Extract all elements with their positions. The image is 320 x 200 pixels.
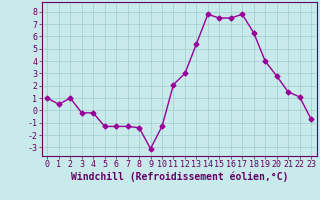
X-axis label: Windchill (Refroidissement éolien,°C): Windchill (Refroidissement éolien,°C) [70,172,288,182]
